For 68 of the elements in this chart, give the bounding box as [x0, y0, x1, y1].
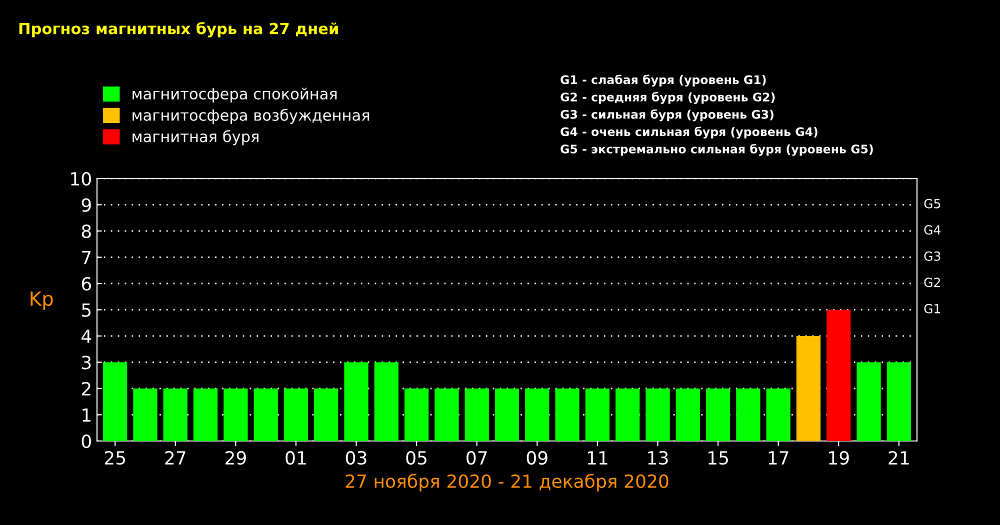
bar	[856, 362, 881, 441]
bar	[103, 362, 128, 441]
bar	[646, 388, 670, 441]
text: G3 - сильная буря (уровень G3)	[560, 109, 774, 122]
y-axis-title: Kp	[30, 292, 53, 310]
x-tick-label: 03	[346, 451, 366, 465]
x-tick-label: 27	[165, 451, 186, 464]
y-tick-label: 3	[82, 356, 91, 370]
bar	[193, 388, 218, 441]
bar	[616, 388, 640, 441]
x-axis-title: 27 ноября 2020 - 21 декабря 2020	[346, 474, 668, 492]
bar	[284, 388, 308, 441]
bar	[886, 362, 911, 441]
x-tick-label: 09	[526, 451, 548, 465]
bar	[314, 388, 338, 441]
y-tick-label: 9	[82, 198, 91, 212]
bar	[163, 388, 188, 441]
bar	[344, 362, 368, 441]
text: G3	[924, 251, 940, 261]
x-tick-label: 21	[888, 451, 909, 464]
x-tick-label: 07	[466, 451, 487, 465]
bar	[676, 388, 700, 441]
bar	[404, 388, 429, 441]
bar	[494, 388, 520, 441]
bar	[224, 388, 248, 441]
x-tick-label: 13	[648, 451, 668, 465]
legend-label: магнитная буря	[132, 130, 258, 146]
text: G1	[924, 304, 940, 314]
text: G4	[924, 225, 940, 235]
x-tick-label: 05	[406, 451, 426, 465]
y-tick-label: 7	[82, 250, 91, 264]
text: G5 - экстремально сильная буря (уровень G5)	[560, 144, 873, 156]
text: G1 - слабая буря (уровень G1)	[560, 74, 766, 87]
bar	[826, 310, 851, 441]
bar	[374, 362, 398, 441]
y-tick-label: 10	[71, 172, 91, 186]
text: G5	[924, 198, 940, 208]
y-tick-label: 6	[82, 276, 91, 291]
x-tick-label: 01	[286, 451, 306, 465]
y-tick-label: 5	[82, 303, 91, 317]
y-tick-label: 8	[82, 224, 91, 238]
bar	[585, 388, 610, 441]
bar	[555, 388, 580, 441]
text: G4 - очень сильная буря (уровень G4)	[560, 126, 818, 139]
bar	[254, 388, 278, 441]
bar	[525, 388, 550, 441]
bar	[796, 336, 821, 441]
y-tick-label: 2	[82, 382, 90, 396]
y-tick-label: 4	[82, 330, 92, 343]
bar	[766, 388, 790, 441]
x-tick-label: 17	[768, 451, 788, 464]
text: G2	[924, 278, 940, 288]
x-tick-label: 15	[708, 451, 728, 465]
bar	[706, 388, 730, 441]
chart-title: Прогноз магнитных бурь на 27 дней	[19, 22, 338, 38]
text: G2 - средняя буря (уровень G2)	[560, 92, 775, 104]
x-tick-label: 25	[104, 451, 125, 465]
legend-label: магнитосфера возбужденная	[132, 108, 369, 124]
y-tick-label: 1	[82, 408, 90, 422]
y-tick-label: 0	[82, 434, 91, 448]
x-tick-label: 19	[829, 451, 849, 465]
bar	[464, 388, 489, 441]
legend-label: магнитосфера спокойная	[132, 88, 337, 102]
bar	[133, 388, 158, 441]
bar	[736, 388, 760, 441]
bar	[434, 388, 459, 441]
x-tick-label: 29	[226, 451, 246, 465]
x-tick-label: 11	[588, 451, 608, 464]
